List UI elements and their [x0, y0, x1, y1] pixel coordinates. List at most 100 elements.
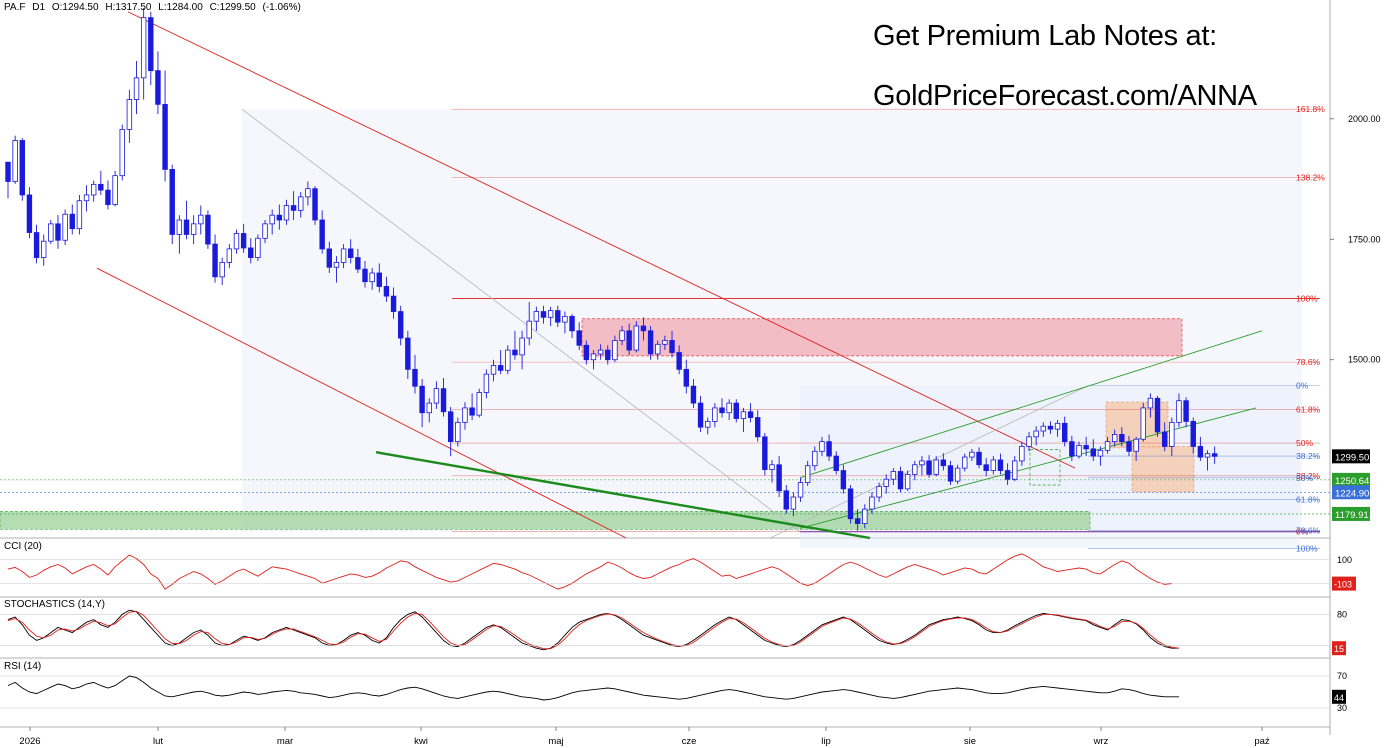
symbol-name: PA.F [4, 2, 26, 13]
x-tick-label: cze [682, 736, 697, 747]
candle-body [226, 248, 233, 263]
candle-body [676, 352, 682, 370]
candle-body [505, 349, 511, 371]
candle-body [405, 337, 411, 370]
candle-body [1083, 445, 1089, 450]
x-tick-label: paź [1254, 736, 1270, 747]
candle-body [526, 320, 532, 339]
candle-body [198, 214, 204, 225]
green-box [1029, 448, 1061, 486]
candle-body [512, 349, 518, 356]
candle-body [1090, 448, 1096, 457]
candle-body [276, 214, 283, 221]
candle-body [1190, 420, 1196, 447]
candle-body [148, 17, 154, 72]
candle-body [1154, 397, 1161, 433]
candle-body [433, 388, 440, 404]
candle-body [883, 478, 889, 487]
candle-body [897, 471, 904, 490]
candle-body [362, 268, 368, 283]
fib-label: 50% [1296, 473, 1313, 483]
candle-body [569, 315, 575, 332]
candle-body [426, 402, 432, 414]
green-channel-lower [799, 407, 1257, 529]
candle-body [483, 373, 490, 393]
candle-body [662, 340, 668, 345]
candle-body [397, 311, 404, 339]
price-tag [1332, 472, 1370, 487]
candle-body [697, 402, 704, 428]
candle-body [55, 223, 61, 241]
candle-body [1197, 446, 1204, 458]
candle-body [733, 402, 739, 419]
candle-body [390, 295, 397, 312]
candle-body [69, 213, 75, 230]
candle-body [290, 205, 297, 211]
promo-line-2: GoldPriceForecast.com/ANNA [873, 80, 1257, 112]
x-tick-label: mar [277, 736, 293, 747]
candle-body [1204, 453, 1211, 458]
x-tick-label: wrz [1093, 736, 1109, 747]
candle-body [783, 490, 789, 510]
green-support-line [375, 451, 871, 540]
candle-body [619, 330, 625, 341]
stochastics-title: STOCHASTICS (14,Y) [4, 599, 105, 610]
candle-body [133, 77, 140, 100]
indicator-tick-label: 30 [1337, 703, 1347, 713]
stoch-value-label: 15 [1334, 644, 1344, 654]
candle-body [833, 455, 839, 471]
candle-body [1211, 453, 1218, 457]
candle-body [462, 407, 468, 423]
x-tick-label: maj [548, 736, 563, 747]
rsi-title: RSI (14) [4, 661, 42, 672]
fib-label: 138.2% [1296, 173, 1325, 183]
candle-body [326, 248, 332, 268]
x-tick-label: 2026 [19, 736, 40, 747]
candle-body [376, 272, 382, 287]
candle-body [869, 496, 875, 510]
indicator-tick-label: 100 [1337, 555, 1352, 565]
candle-body [762, 436, 768, 470]
x-tick-label: kwi [414, 736, 428, 747]
candle-body [269, 214, 275, 225]
cci-title: CCI (20) [4, 541, 42, 552]
price-tag [1332, 506, 1370, 521]
candle-body [119, 129, 125, 177]
candle-body [33, 232, 40, 258]
candle-body [890, 471, 897, 480]
cci-value-tag [1332, 576, 1356, 591]
candle-body [112, 175, 118, 205]
candle-body [747, 411, 754, 418]
candle-body [455, 421, 461, 443]
candle-body [319, 219, 325, 250]
candle-body [904, 473, 911, 490]
candle-body [819, 441, 825, 452]
candle-body [912, 464, 918, 475]
candle-body [1033, 430, 1039, 438]
candle-body [90, 183, 97, 196]
candle-body [919, 460, 925, 466]
fib-label: 161.8% [1296, 104, 1325, 114]
fib-label: 100% [1296, 544, 1318, 554]
indicator-tick-label: 80 [1337, 609, 1347, 619]
candle-body [262, 223, 268, 239]
close-value: C:1299.50 [209, 2, 256, 13]
candle-body [5, 161, 11, 182]
candle-body [98, 183, 104, 191]
candle-body [1026, 436, 1032, 447]
candle-body [719, 407, 725, 414]
fib-label: 78.6% [1296, 357, 1321, 367]
candle-body [41, 240, 47, 258]
x-tick-label: lut [153, 736, 163, 747]
candle-body [140, 17, 147, 79]
candle-body [1076, 445, 1082, 457]
candle-body [1047, 425, 1054, 430]
candle-body [476, 392, 482, 416]
candle-body [726, 402, 732, 414]
candle-body [419, 385, 425, 414]
candle-body [26, 194, 33, 233]
indicator-tick-label: 70 [1337, 671, 1347, 681]
candle-body [547, 310, 554, 318]
candle-body [705, 420, 711, 428]
last-price-label: 1299.50 [1335, 452, 1369, 463]
